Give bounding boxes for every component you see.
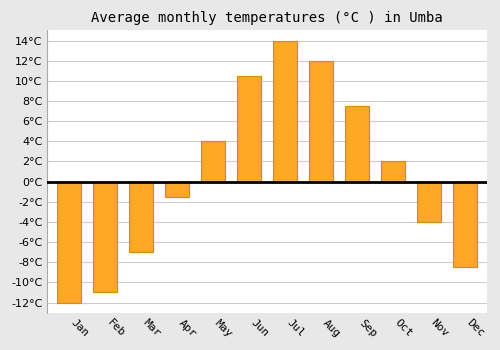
Bar (57, 182, 80, 302)
Bar (310, 61, 332, 182)
Title: Average monthly temperatures (°C ) in Umba: Average monthly temperatures (°C ) in Um… (91, 11, 443, 25)
Bar (238, 76, 260, 182)
Bar (382, 161, 404, 182)
Bar (165, 182, 188, 197)
Bar (202, 141, 224, 182)
Bar (346, 106, 368, 182)
Bar (129, 182, 152, 252)
Bar (274, 41, 296, 182)
Bar (454, 182, 476, 267)
Bar (93, 182, 116, 293)
Bar (418, 182, 440, 222)
